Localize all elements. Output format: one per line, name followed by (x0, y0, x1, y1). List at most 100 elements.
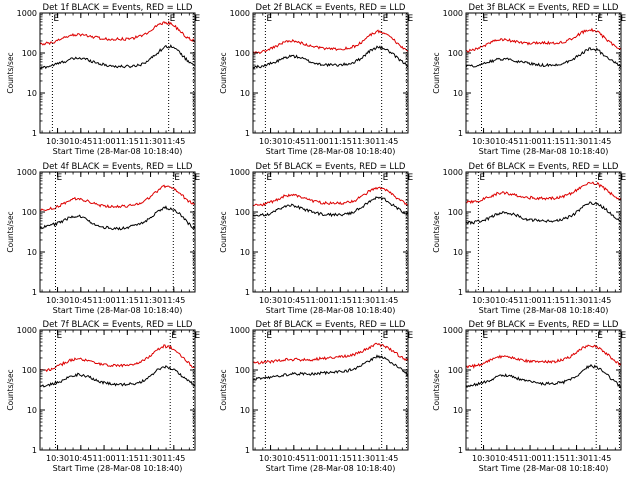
plot-frame (465, 12, 622, 134)
event-marker-label: E (53, 14, 59, 24)
x-tick-label: 11:00 (519, 137, 542, 146)
x-tick-label: 11:15 (116, 454, 139, 463)
x-tick-label: 11:45 (375, 137, 398, 146)
x-tick-label: 11:30 (352, 454, 375, 463)
series-events-line (465, 201, 622, 226)
panel-title: Det 1f BLACK = Events, RED = LLD (43, 3, 193, 13)
event-marker-label: E (57, 331, 63, 341)
plot-frame (465, 329, 622, 451)
y-tick-label: 100 (448, 49, 463, 58)
x-tick-label: 10:30 (259, 137, 282, 146)
series-lld-line (465, 27, 622, 53)
y-tick-label: 1 (245, 446, 250, 455)
y-tick-label: 1 (458, 446, 463, 455)
event-marker-label: E (194, 14, 200, 24)
x-tick-label: 11:00 (93, 296, 116, 305)
plot-frame (252, 329, 409, 451)
x-tick-label: 10:30 (472, 454, 495, 463)
panel-title: Det 2f BLACK = Events, RED = LLD (256, 3, 406, 13)
event-marker-label: E (266, 331, 272, 341)
x-axis-label: Start Time (28-Mar-08 10:18:40) (479, 147, 609, 156)
y-tick-label: 1000 (17, 326, 37, 335)
panel-title: Det 8f BLACK = Events, RED = LLD (256, 320, 406, 330)
y-tick-label: 1 (32, 129, 37, 138)
x-tick-label: 11:45 (162, 137, 185, 146)
plot-frame (39, 12, 196, 134)
x-tick-label: 10:45 (282, 454, 305, 463)
event-marker-label: E (383, 331, 389, 341)
y-tick-label: 1 (458, 129, 463, 138)
y-tick-label: 1 (32, 446, 37, 455)
plot-frame (252, 171, 409, 293)
x-tick-label: 11:00 (93, 137, 116, 146)
y-tick-label: 1000 (230, 9, 250, 18)
event-marker-label: E (171, 331, 177, 341)
x-axis-label: Start Time (28-Mar-08 10:18:40) (53, 147, 183, 156)
y-tick-label: 1000 (443, 9, 463, 18)
x-tick-label: 11:30 (565, 137, 588, 146)
plot-frame (252, 12, 409, 134)
event-marker-label: E (597, 14, 603, 24)
y-tick-label: 10 (27, 406, 37, 415)
y-tick-label: 100 (235, 208, 250, 217)
event-marker-label: E (407, 173, 413, 183)
y-axis-label: Counts/sec (6, 211, 15, 252)
y-axis-label: Counts/sec (6, 52, 15, 93)
series-lld-line (252, 29, 409, 55)
y-tick-label: 1000 (443, 326, 463, 335)
x-tick-label: 11:15 (116, 137, 139, 146)
x-tick-label: 10:30 (259, 296, 282, 305)
y-tick-label: 10 (240, 89, 250, 98)
x-tick-label: 11:00 (519, 454, 542, 463)
x-axis-label: Start Time (28-Mar-08 10:18:40) (266, 147, 396, 156)
x-tick-label: 10:30 (46, 137, 69, 146)
y-tick-label: 1000 (230, 326, 250, 335)
series-lld-line (39, 184, 196, 212)
y-tick-label: 1000 (17, 168, 37, 177)
event-marker-label: E (597, 331, 603, 341)
event-marker-label: E (597, 173, 603, 183)
x-tick-label: 11:45 (588, 137, 611, 146)
event-marker-label: E (57, 173, 63, 183)
x-tick-label: 11:00 (519, 296, 542, 305)
x-tick-label: 10:30 (259, 454, 282, 463)
x-tick-label: 11:15 (116, 296, 139, 305)
series-lld-line (252, 342, 409, 365)
y-axis-label: Counts/sec (219, 211, 228, 252)
x-tick-label: 11:45 (375, 454, 398, 463)
x-tick-label: 10:45 (495, 296, 518, 305)
y-tick-label: 100 (235, 366, 250, 375)
x-tick-label: 11:30 (565, 296, 588, 305)
x-tick-label: 11:45 (588, 296, 611, 305)
x-tick-label: 11:45 (162, 454, 185, 463)
y-tick-label: 1000 (443, 168, 463, 177)
y-tick-label: 1 (245, 129, 250, 138)
x-tick-label: 10:30 (46, 296, 69, 305)
x-tick-label: 11:00 (93, 454, 116, 463)
event-marker-label: E (266, 173, 272, 183)
y-tick-label: 1 (245, 288, 250, 297)
x-axis-label: Start Time (28-Mar-08 10:18:40) (53, 464, 183, 473)
x-tick-label: 10:45 (69, 137, 92, 146)
plot-frame (39, 329, 196, 451)
event-marker-label: E (479, 173, 485, 183)
panel-title: Det 9f BLACK = Events, RED = LLD (469, 320, 619, 330)
y-axis-label: Counts/sec (432, 211, 441, 252)
x-tick-label: 10:45 (69, 296, 92, 305)
x-tick-label: 11:45 (375, 296, 398, 305)
x-tick-label: 11:00 (306, 137, 329, 146)
x-tick-label: 11:15 (542, 296, 565, 305)
y-axis-label: Counts/sec (432, 52, 441, 93)
event-marker-label: E (170, 14, 176, 24)
series-lld-line (39, 20, 196, 46)
panel-title: Det 4f BLACK = Events, RED = LLD (43, 162, 193, 172)
x-tick-label: 11:30 (352, 296, 375, 305)
event-marker-label: E (483, 331, 489, 341)
series-lld-line (466, 181, 622, 205)
panel-title: Det 6f BLACK = Events, RED = LLD (469, 162, 619, 172)
